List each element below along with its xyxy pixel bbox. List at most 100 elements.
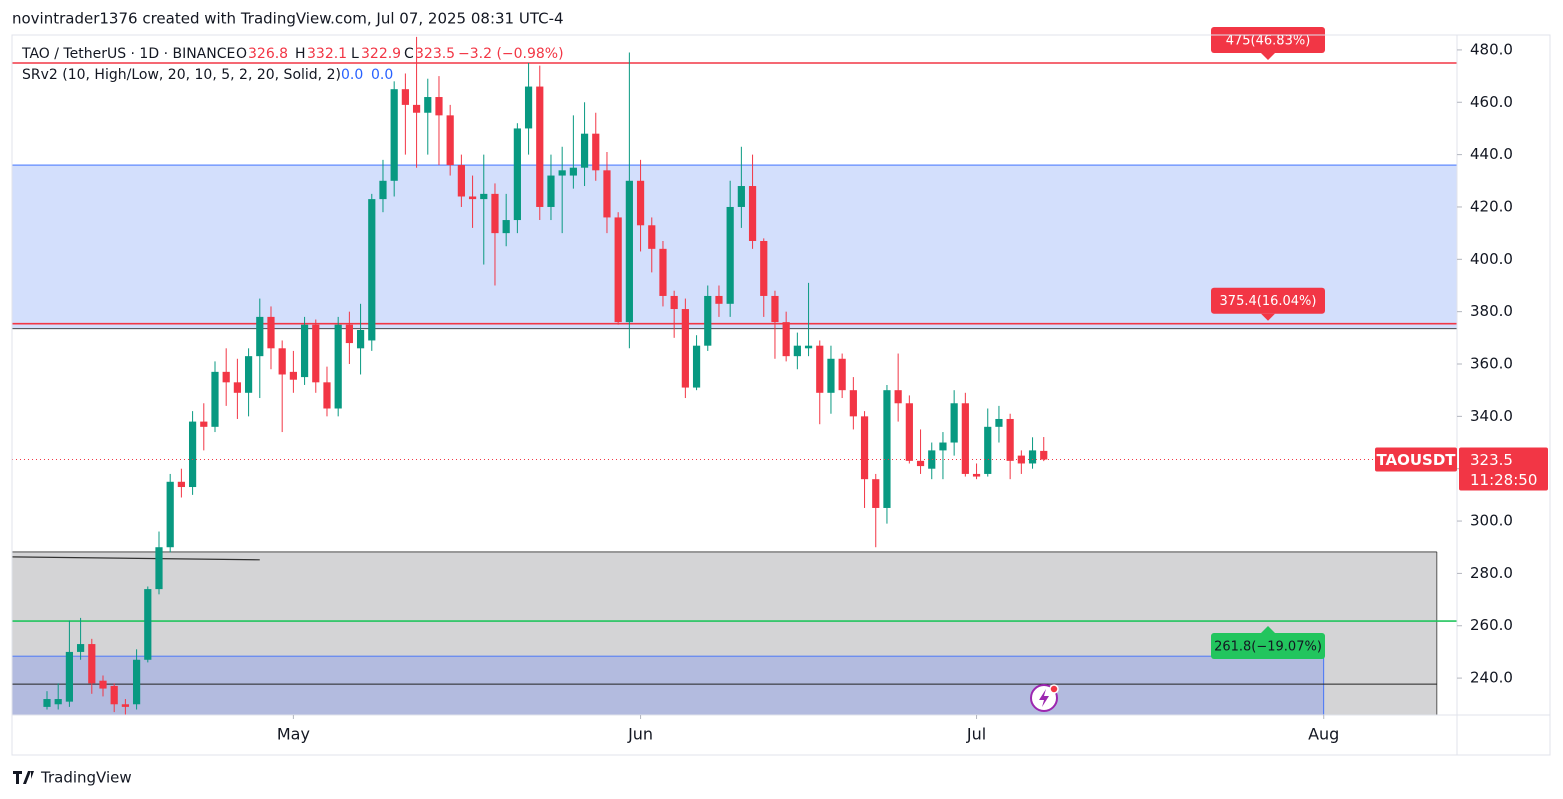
candle-body: [771, 295, 779, 323]
candle-body: [916, 460, 925, 467]
candle-body: [435, 97, 443, 116]
x-tick-label: Aug: [1308, 725, 1339, 744]
candle-body: [446, 115, 454, 166]
level-label: 261.8(−19.07%): [1214, 640, 1322, 655]
candle-body: [715, 295, 723, 304]
y-tick-label: 340.0: [1470, 407, 1513, 425]
level-pointer: [1261, 626, 1275, 634]
candle-body: [614, 217, 622, 323]
candle-body: [681, 309, 689, 388]
candle-body: [659, 248, 667, 296]
candle-body: [704, 295, 712, 346]
candle-body: [1040, 450, 1048, 460]
candle-body: [424, 97, 432, 113]
candle-body: [905, 403, 913, 461]
candle-body: [289, 371, 297, 380]
legend-o: O: [236, 46, 247, 62]
candle-body: [950, 403, 958, 443]
candle-body: [65, 651, 73, 702]
price-box: [1459, 447, 1548, 491]
plot-area: 475(46.83%) 375.4(16.04%) 261.8(−19.07%): [11, 27, 1457, 715]
candle-body: [121, 704, 129, 707]
indicator-value: 0.0: [341, 67, 363, 83]
candle-body: [144, 589, 152, 660]
level-label: 475(46.83%): [1226, 34, 1311, 49]
legend: TAO / TetherUS · 1D · BINANCE O 326.8 H …: [21, 46, 564, 83]
zone: [12, 656, 1324, 715]
candle-body: [782, 322, 790, 357]
legend-change: −3.2 (−0.98%): [458, 46, 564, 62]
legend-low: 322.9: [361, 46, 401, 62]
indicator-value: 0.0: [371, 67, 393, 83]
candle-body: [334, 324, 342, 409]
candle-body: [300, 324, 309, 378]
legend-open: 326.8: [248, 46, 288, 62]
candle-body: [76, 644, 85, 652]
candle-body: [88, 644, 96, 684]
candle-body: [838, 358, 846, 391]
candle-body: [379, 180, 387, 200]
candle-body: [625, 180, 633, 323]
candle-body: [177, 481, 185, 488]
candle-body: [648, 225, 656, 249]
legend-high: 332.1: [307, 46, 347, 62]
candle-body: [345, 324, 353, 344]
candle-body: [132, 659, 141, 705]
candle-body: [984, 426, 992, 474]
candle-body: [580, 133, 589, 168]
candle-body: [872, 479, 880, 508]
candle-body: [939, 442, 947, 451]
candle-body: [547, 175, 555, 207]
y-tick-label: 260.0: [1470, 616, 1513, 634]
candle-body: [1017, 455, 1025, 464]
candle-body: [155, 547, 163, 590]
y-tick-label: 240.0: [1470, 669, 1513, 687]
frame: [11, 34, 1551, 756]
candle-body: [569, 167, 577, 176]
x-tick-label: Jul: [966, 725, 986, 744]
candle-body: [166, 481, 174, 548]
y-tick-label: 360.0: [1470, 355, 1513, 373]
level-label-box: [1211, 27, 1325, 54]
countdown: 11:28:50: [1470, 471, 1537, 489]
candle-body: [670, 295, 678, 310]
candle-body: [536, 86, 544, 207]
candle-body: [233, 382, 241, 393]
legend-l: L: [351, 46, 359, 62]
candle-body: [827, 358, 835, 393]
legend-close: 323.5: [415, 46, 455, 62]
candle-body: [99, 680, 107, 689]
logo: TradingView: [13, 769, 132, 787]
y-tick-label: 420.0: [1470, 197, 1513, 215]
price-value: 323.5: [1470, 451, 1513, 469]
legend-c: C: [404, 46, 414, 62]
candle-body: [43, 699, 51, 707]
candle-body: [760, 240, 768, 296]
legend-h: H: [295, 46, 306, 62]
candle-body: [737, 186, 745, 207]
candle-body: [524, 86, 533, 129]
candle-body: [636, 180, 645, 226]
candle-body: [356, 329, 365, 349]
candle-body: [603, 170, 611, 218]
candle-body: [267, 316, 275, 349]
candle-body: [894, 390, 902, 404]
x-tick-label: May: [277, 725, 310, 744]
candle-body: [1028, 450, 1037, 464]
y-tick-label: 460.0: [1470, 93, 1513, 111]
candle-body: [748, 186, 757, 241]
candle-body: [211, 371, 219, 427]
candle-body: [726, 206, 734, 304]
candle-body: [401, 89, 409, 105]
candle-body: [110, 685, 118, 705]
candle-body: [188, 421, 197, 488]
footer: TradingView: [40, 769, 132, 787]
level-label: 375.4(16.04%): [1220, 294, 1317, 309]
level-pointer: [1261, 53, 1275, 61]
candle-body: [849, 390, 857, 417]
candle-body: [995, 418, 1003, 427]
candle-body: [961, 403, 969, 474]
price-symbol-box: [1375, 447, 1457, 472]
y-tick-label: 280.0: [1470, 564, 1513, 582]
candle-body: [804, 345, 813, 349]
